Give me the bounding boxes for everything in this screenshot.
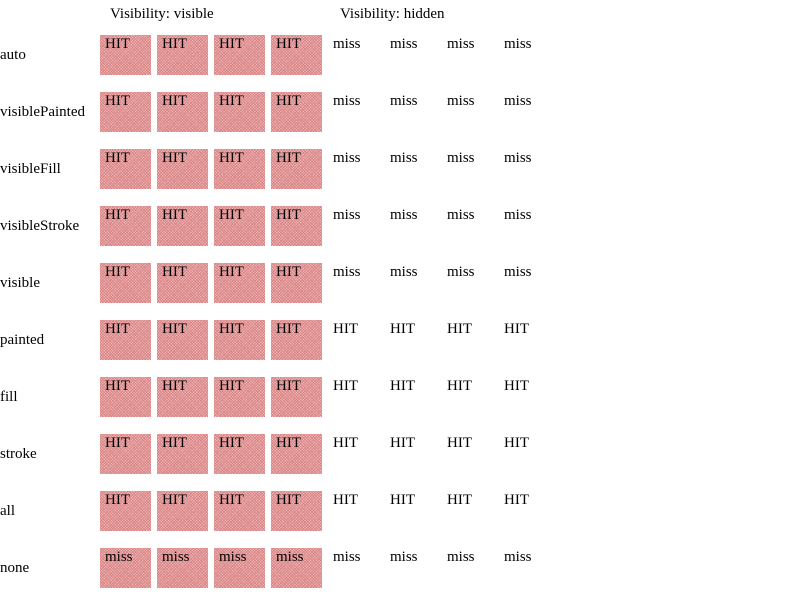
visible-cell-visible-2[interactable]: HIT	[157, 263, 208, 303]
row-label-visible-stroke: visibleStroke	[0, 218, 80, 234]
hidden-cell-painted-3[interactable]: HIT	[447, 321, 472, 337]
visible-cell-visible-fill-4[interactable]: HIT	[271, 149, 322, 189]
visible-cell-none-2[interactable]: miss	[157, 548, 208, 588]
visible-cell-painted-4[interactable]: HIT	[271, 320, 322, 360]
row-label-stroke: stroke	[0, 446, 37, 462]
row-label-auto: auto	[0, 47, 26, 63]
hidden-cell-all-2[interactable]: HIT	[390, 492, 415, 508]
hidden-cell-visible-stroke-3[interactable]: miss	[447, 207, 475, 223]
hidden-cell-visible-stroke-1[interactable]: miss	[333, 207, 361, 223]
visible-cell-fill-2[interactable]: HIT	[157, 377, 208, 417]
visible-cell-auto-3[interactable]: HIT	[214, 35, 265, 75]
hidden-cell-visible-painted-3[interactable]: miss	[447, 93, 475, 109]
hidden-cell-visible-fill-4[interactable]: miss	[504, 150, 532, 166]
visible-cell-visible-fill-1[interactable]: HIT	[100, 149, 151, 189]
hidden-cell-none-3[interactable]: miss	[447, 549, 475, 565]
visible-cell-fill-3[interactable]: HIT	[214, 377, 265, 417]
row-label-all: all	[0, 503, 15, 519]
hidden-cell-visible-1[interactable]: miss	[333, 264, 361, 280]
row-label-fill: fill	[0, 389, 18, 405]
visible-cell-stroke-1[interactable]: HIT	[100, 434, 151, 474]
row-label-visible-fill: visibleFill	[0, 161, 61, 177]
row-label-none: none	[0, 560, 30, 576]
hidden-cell-none-2[interactable]: miss	[390, 549, 418, 565]
hidden-cell-visible-fill-3[interactable]: miss	[447, 150, 475, 166]
hidden-cell-visible-2[interactable]: miss	[390, 264, 418, 280]
visible-cell-visible-stroke-2[interactable]: HIT	[157, 206, 208, 246]
visible-cell-all-2[interactable]: HIT	[157, 491, 208, 531]
hidden-cell-auto-2[interactable]: miss	[390, 36, 418, 52]
hidden-cell-none-1[interactable]: miss	[333, 549, 361, 565]
hidden-cell-fill-4[interactable]: HIT	[504, 378, 529, 394]
hidden-cell-visible-4[interactable]: miss	[504, 264, 532, 280]
visible-cell-painted-1[interactable]: HIT	[100, 320, 151, 360]
visible-cell-stroke-3[interactable]: HIT	[214, 434, 265, 474]
visible-cell-fill-1[interactable]: HIT	[100, 377, 151, 417]
hidden-cell-all-1[interactable]: HIT	[333, 492, 358, 508]
hidden-cell-fill-2[interactable]: HIT	[390, 378, 415, 394]
hidden-cell-all-4[interactable]: HIT	[504, 492, 529, 508]
visible-cell-visible-painted-3[interactable]: HIT	[214, 92, 265, 132]
hidden-cell-auto-4[interactable]: miss	[504, 36, 532, 52]
hidden-cell-visible-painted-2[interactable]: miss	[390, 93, 418, 109]
hidden-cell-stroke-2[interactable]: HIT	[390, 435, 415, 451]
visible-cell-all-4[interactable]: HIT	[271, 491, 322, 531]
visible-cell-auto-4[interactable]: HIT	[271, 35, 322, 75]
visible-cell-painted-2[interactable]: HIT	[157, 320, 208, 360]
header-visibility-visible: Visibility: visible	[110, 6, 214, 22]
hidden-cell-stroke-3[interactable]: HIT	[447, 435, 472, 451]
visible-cell-visible-painted-4[interactable]: HIT	[271, 92, 322, 132]
visible-cell-visible-fill-2[interactable]: HIT	[157, 149, 208, 189]
visible-cell-visible-stroke-1[interactable]: HIT	[100, 206, 151, 246]
visible-cell-none-4[interactable]: miss	[271, 548, 322, 588]
visible-cell-visible-stroke-4[interactable]: HIT	[271, 206, 322, 246]
visible-cell-none-3[interactable]: miss	[214, 548, 265, 588]
hidden-cell-visible-3[interactable]: miss	[447, 264, 475, 280]
visible-cell-auto-2[interactable]: HIT	[157, 35, 208, 75]
hidden-cell-all-3[interactable]: HIT	[447, 492, 472, 508]
hidden-cell-none-4[interactable]: miss	[504, 549, 532, 565]
visible-cell-visible-3[interactable]: HIT	[214, 263, 265, 303]
hidden-cell-auto-1[interactable]: miss	[333, 36, 361, 52]
visible-cell-visible-painted-1[interactable]: HIT	[100, 92, 151, 132]
visible-cell-visible-4[interactable]: HIT	[271, 263, 322, 303]
hidden-cell-auto-3[interactable]: miss	[447, 36, 475, 52]
visible-cell-all-3[interactable]: HIT	[214, 491, 265, 531]
visible-cell-all-1[interactable]: HIT	[100, 491, 151, 531]
visible-cell-visible-fill-3[interactable]: HIT	[214, 149, 265, 189]
header-visibility-hidden: Visibility: hidden	[340, 6, 445, 22]
hidden-cell-painted-4[interactable]: HIT	[504, 321, 529, 337]
visible-cell-visible-painted-2[interactable]: HIT	[157, 92, 208, 132]
hidden-cell-visible-fill-1[interactable]: miss	[333, 150, 361, 166]
hidden-cell-fill-1[interactable]: HIT	[333, 378, 358, 394]
hidden-cell-visible-stroke-4[interactable]: miss	[504, 207, 532, 223]
hidden-cell-visible-fill-2[interactable]: miss	[390, 150, 418, 166]
visible-cell-visible-1[interactable]: HIT	[100, 263, 151, 303]
visible-cell-painted-3[interactable]: HIT	[214, 320, 265, 360]
hidden-cell-visible-painted-1[interactable]: miss	[333, 93, 361, 109]
hidden-cell-painted-1[interactable]: HIT	[333, 321, 358, 337]
visible-cell-stroke-2[interactable]: HIT	[157, 434, 208, 474]
hidden-cell-stroke-4[interactable]: HIT	[504, 435, 529, 451]
row-label-visible: visible	[0, 275, 40, 291]
hidden-cell-visible-painted-4[interactable]: miss	[504, 93, 532, 109]
visible-cell-none-1[interactable]: miss	[100, 548, 151, 588]
hidden-cell-fill-3[interactable]: HIT	[447, 378, 472, 394]
row-label-painted: painted	[0, 332, 45, 348]
hidden-cell-painted-2[interactable]: HIT	[390, 321, 415, 337]
hidden-cell-visible-stroke-2[interactable]: miss	[390, 207, 418, 223]
visible-cell-stroke-4[interactable]: HIT	[271, 434, 322, 474]
row-label-visible-painted: visiblePainted	[0, 104, 85, 120]
visible-cell-auto-1[interactable]: HIT	[100, 35, 151, 75]
visible-cell-visible-stroke-3[interactable]: HIT	[214, 206, 265, 246]
visible-cell-fill-4[interactable]: HIT	[271, 377, 322, 417]
hidden-cell-stroke-1[interactable]: HIT	[333, 435, 358, 451]
